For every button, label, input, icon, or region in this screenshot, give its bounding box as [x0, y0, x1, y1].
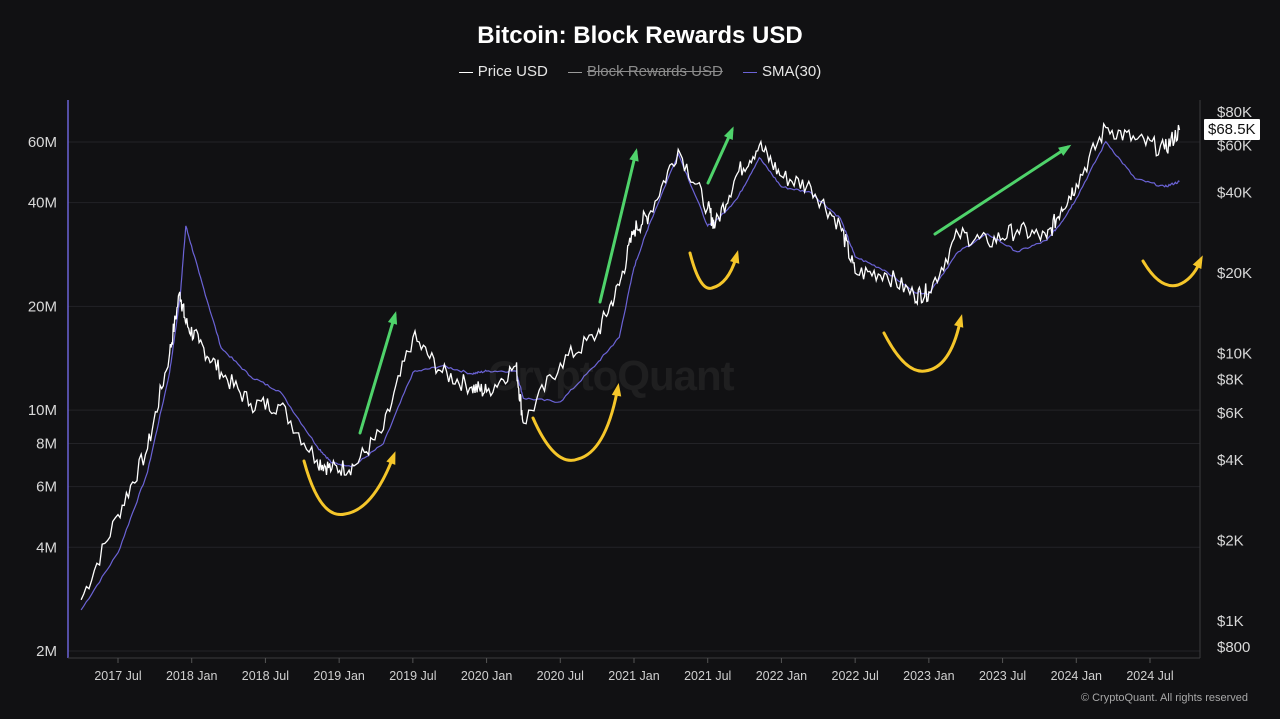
left-tick-label: 2M — [36, 643, 57, 660]
up-arrow-icon — [358, 311, 398, 435]
legend-label-price: Price USD — [477, 63, 548, 80]
x-tick-label: 2017 Jul — [94, 669, 141, 683]
left-axis-ticks: 60M 40M 20M 10M 8M 6M 4M 2M — [28, 134, 57, 660]
current-price-badge: $68.5K — [1204, 119, 1260, 140]
legend: Price USD Block Rewards USD SMA(30) — [0, 63, 1280, 80]
right-tick-label: $60K — [1217, 137, 1252, 154]
legend-swatch-block-rewards — [567, 71, 582, 73]
x-tick-label: 2024 Jul — [1126, 669, 1173, 683]
x-tick-label: 2019 Jan — [313, 669, 364, 683]
right-tick-label: $10K — [1217, 346, 1252, 363]
cup-arrow-icon — [531, 383, 622, 462]
up-arrow-icon — [706, 126, 734, 185]
x-tick-label: 2020 Jan — [461, 669, 512, 683]
right-tick-label: $6K — [1217, 405, 1244, 422]
x-tick-label: 2022 Jul — [832, 669, 879, 683]
legend-label-block-rewards: Block Rewards USD — [586, 63, 723, 80]
x-tick-label: 2023 Jan — [903, 669, 954, 683]
left-tick-label: 6M — [36, 479, 57, 496]
right-tick-label: $4K — [1217, 452, 1244, 469]
right-tick-label: $20K — [1217, 265, 1252, 282]
legend-label-sma: SMA(30) — [762, 63, 822, 80]
x-tick-label: 2021 Jan — [608, 669, 659, 683]
right-tick-label: $40K — [1217, 185, 1252, 202]
right-tick-label: $1K — [1217, 613, 1244, 630]
x-tick-label: 2023 Jul — [979, 669, 1026, 683]
right-tick-label: $80K — [1217, 104, 1252, 121]
x-tick-label: 2021 Jul — [684, 669, 731, 683]
x-axis-ticks: 2017 Jul 2018 Jan 2018 Jul 2019 Jan 2019 Jul… — [94, 658, 1174, 683]
x-tick-label: 2018 Jul — [242, 669, 289, 683]
cup-arrow-icon — [302, 451, 396, 517]
left-tick-label: 40M — [28, 195, 57, 212]
legend-item-sma[interactable]: SMA(30) — [743, 63, 821, 80]
right-tick-label: $2K — [1217, 532, 1244, 549]
left-tick-label: 60M — [28, 134, 57, 151]
watermark-logo: CryptoQuant — [488, 352, 735, 399]
left-tick-label: 20M — [28, 298, 57, 315]
legend-item-block-rewards[interactable]: Block Rewards USD — [567, 63, 723, 80]
sma-series-line — [80, 140, 1180, 611]
left-tick-label: 8M — [36, 436, 57, 453]
legend-swatch-sma — [743, 71, 758, 73]
up-arrow-icon — [598, 148, 639, 304]
cup-arrow-icon — [882, 314, 964, 373]
cup-arrow-icon — [1141, 255, 1203, 288]
left-tick-label: 4M — [36, 539, 57, 556]
up-arrow-icon — [933, 144, 1072, 236]
chart-title: Bitcoin: Block Rewards USD — [477, 22, 803, 49]
left-tick-label: 10M — [28, 402, 57, 419]
x-tick-label: 2020 Jul — [537, 669, 584, 683]
x-tick-label: 2022 Jan — [756, 669, 807, 683]
x-tick-label: 2024 Jan — [1051, 669, 1102, 683]
right-axis-ticks: $80K $60K $40K $20K $10K $8K $6K $4K $2K $1K $800 — [1217, 104, 1252, 656]
cup-arrow-icon — [688, 250, 740, 290]
right-tick-label: $800 — [1217, 639, 1250, 656]
price-series-line — [80, 121, 1181, 601]
legend-swatch-price — [458, 71, 473, 73]
annotations — [302, 126, 1203, 517]
gridlines — [68, 141, 1200, 652]
x-tick-label: 2019 Jul — [389, 669, 436, 683]
right-tick-label: $8K — [1217, 371, 1244, 388]
legend-item-price[interactable]: Price USD — [458, 63, 548, 80]
copyright-footer: © CryptoQuant. All rights reserved — [1080, 692, 1248, 704]
x-tick-label: 2018 Jan — [166, 669, 217, 683]
